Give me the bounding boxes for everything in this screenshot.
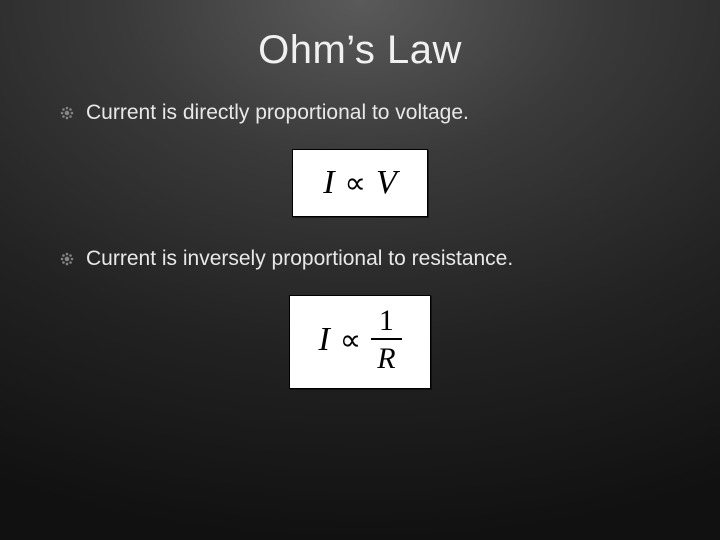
bullet-text: Current is directly proportional to volt… (86, 101, 469, 125)
formula-lhs: I (323, 164, 334, 202)
rosette-icon (60, 106, 74, 120)
fraction-denominator: R (371, 340, 401, 374)
formula-container: I ∝ V (60, 143, 660, 247)
formula-box: I ∝ V (292, 149, 428, 217)
bullet-item: Current is directly proportional to volt… (60, 101, 660, 125)
formula-math: I ∝ 1 R (318, 306, 401, 374)
slide-title: Ohm’s Law (0, 0, 720, 73)
formula-box: I ∝ 1 R (289, 295, 430, 389)
slide: Ohm’s Law Current is direc (0, 0, 720, 540)
rosette-icon (60, 252, 74, 266)
formula-fraction: 1 R (371, 306, 401, 374)
formula-rhs: V (376, 164, 397, 202)
bullet-item: Current is inversely proportional to res… (60, 247, 660, 271)
proportional-symbol: ∝ (345, 166, 366, 201)
proportional-symbol: ∝ (340, 323, 361, 358)
formula-container: I ∝ 1 R (60, 289, 660, 419)
slide-body: Current is directly proportional to volt… (0, 73, 720, 419)
bullet-text: Current is inversely proportional to res… (86, 247, 513, 271)
formula-math: I ∝ V (323, 164, 397, 202)
formula-lhs: I (318, 321, 329, 359)
fraction-numerator: 1 (373, 306, 400, 338)
